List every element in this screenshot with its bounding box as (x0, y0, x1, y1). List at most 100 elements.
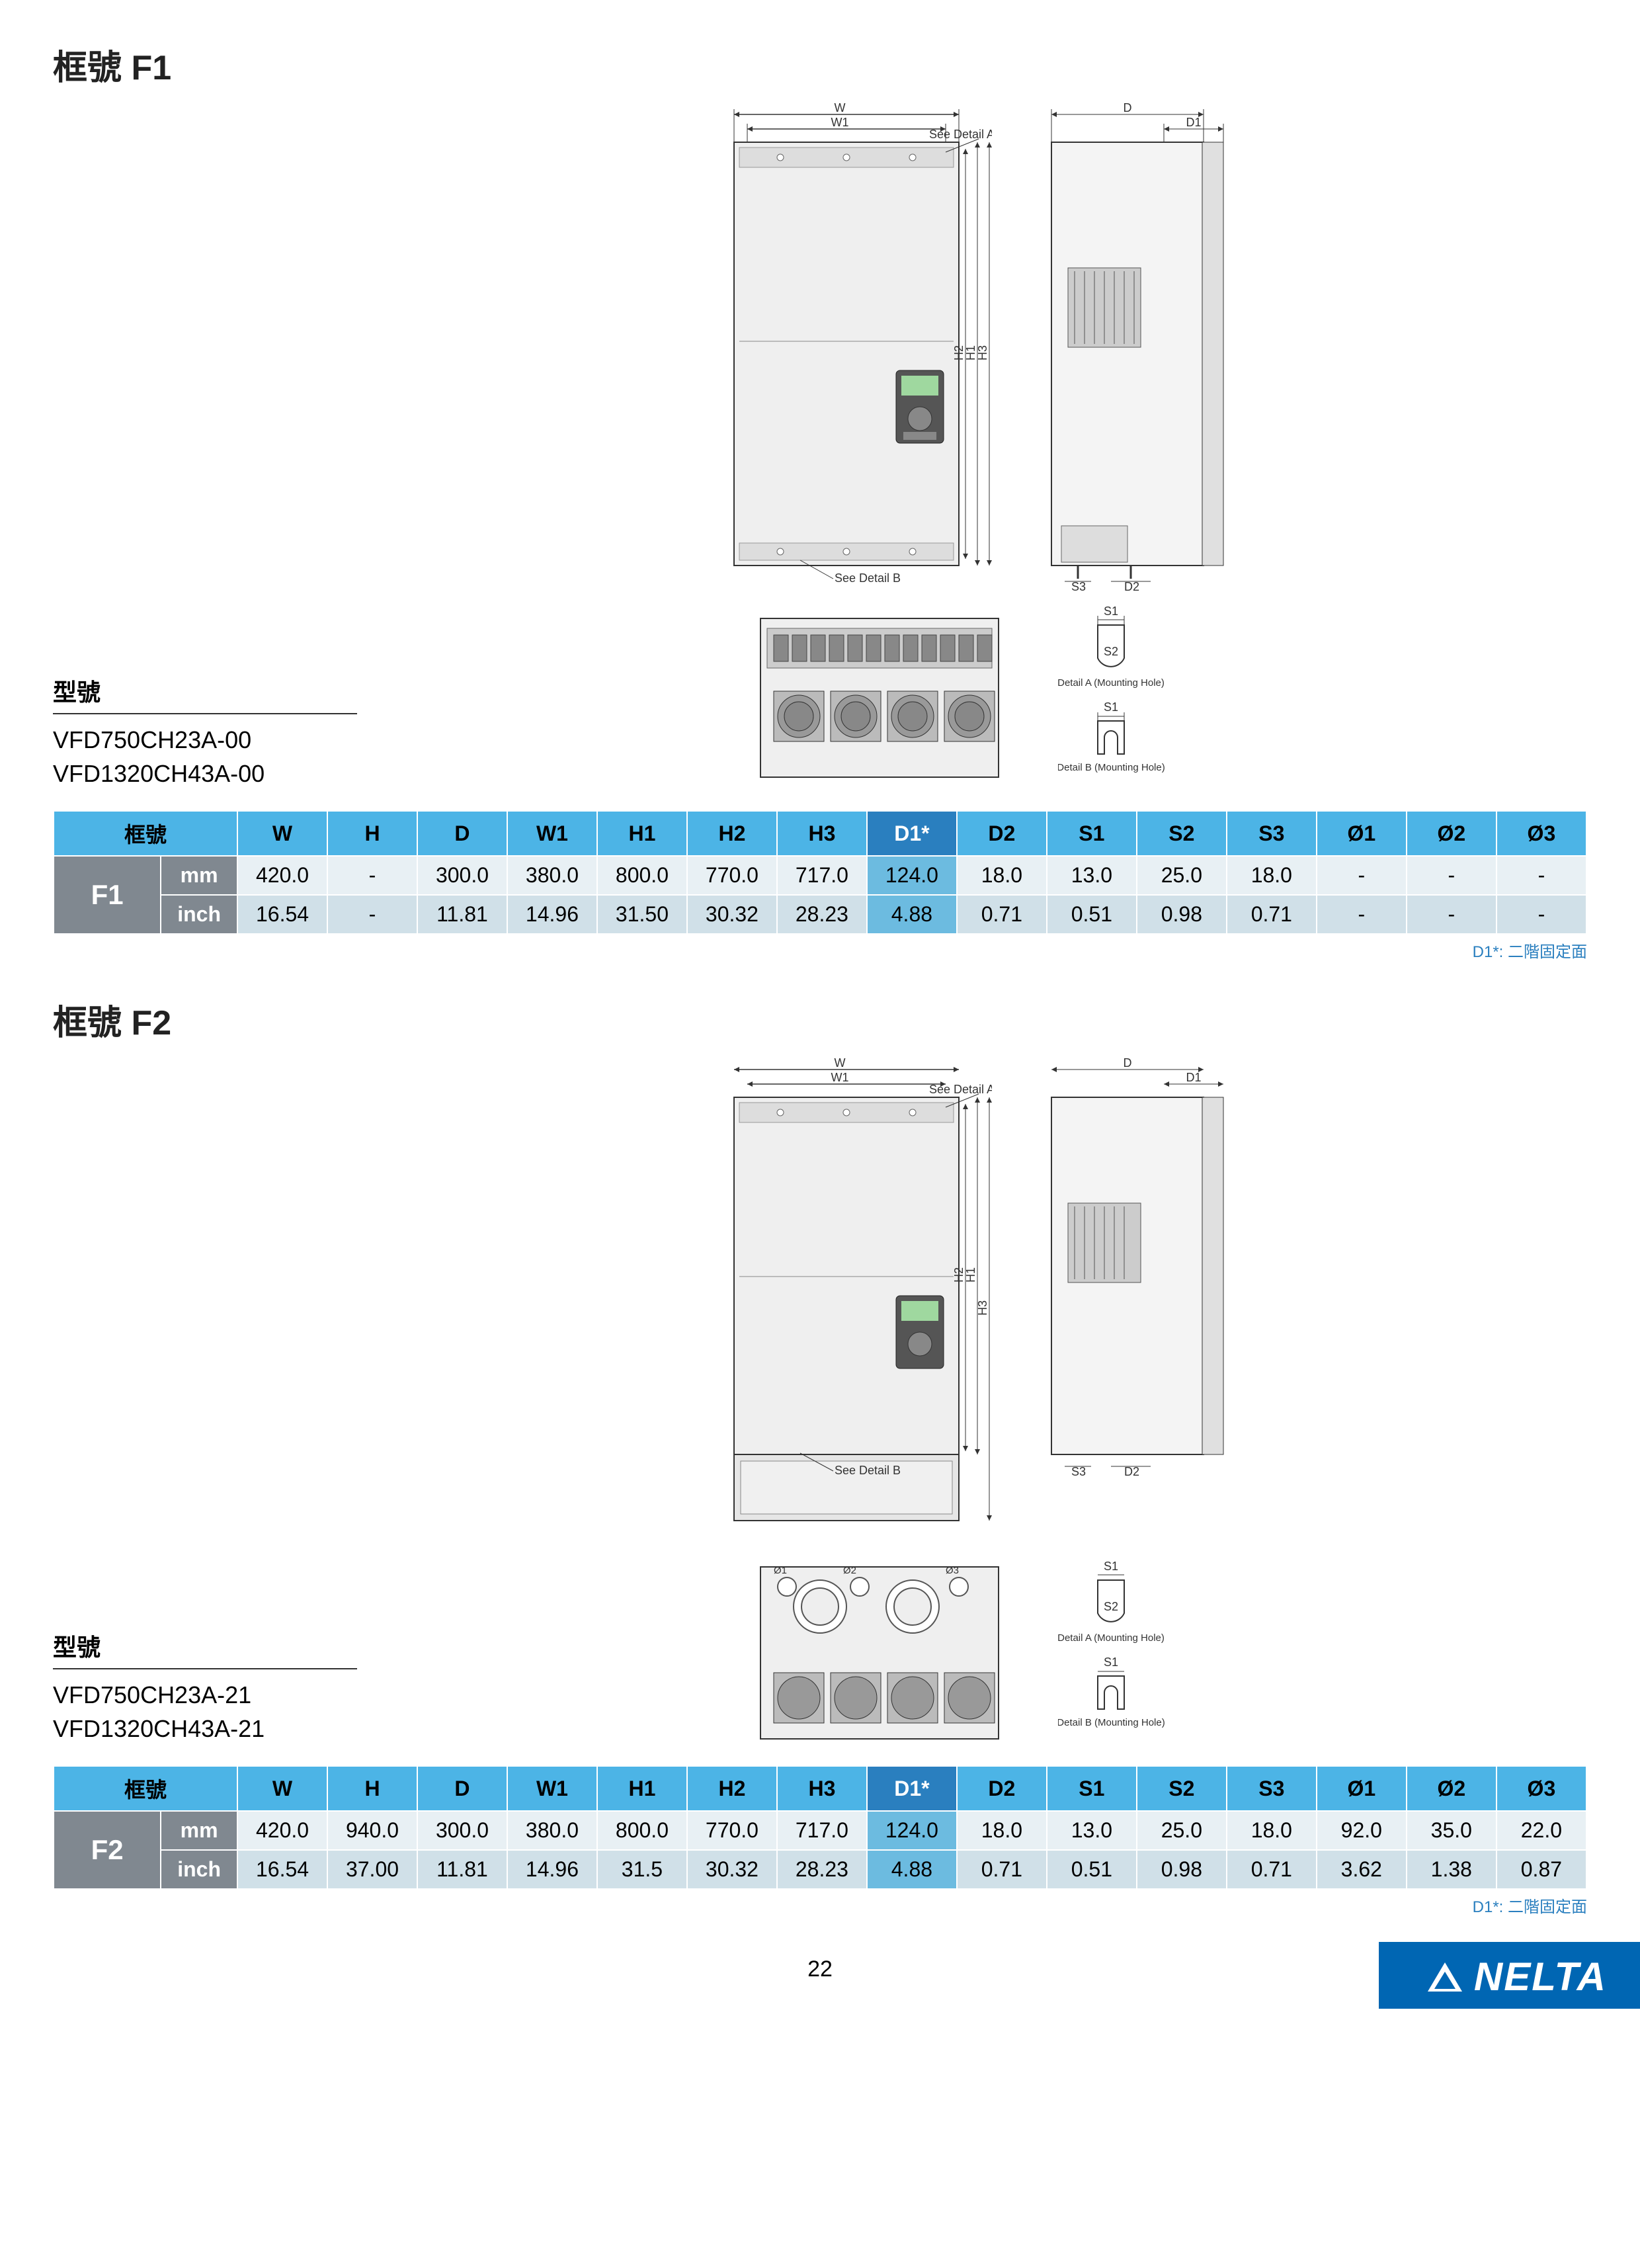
cell: 3.62 (1317, 1850, 1407, 1889)
cell: 92.0 (1317, 1811, 1407, 1850)
detail-a-s1: S1 (1104, 1560, 1118, 1573)
dim-d2: D2 (1124, 580, 1139, 592)
cell: 28.23 (777, 895, 867, 934)
cell: 0.71 (1227, 1850, 1317, 1889)
diagram-row: 型號 VFD750CH23A-00 VFD1320CH43A-00 W W (53, 103, 1587, 790)
frame-label: F1 (54, 856, 161, 934)
th: Ø1 (1317, 1766, 1407, 1811)
footnote-f1: D1*: 二階固定面 (53, 939, 1587, 962)
bottom-diagrams: S1 S2 Detail A (Mounting Hole) S1 Detail… (741, 605, 1230, 790)
model-label: 型號 (53, 673, 357, 714)
dimensions-table-f2: 框號 W H D W1 H1 H2 H3 D1* D2 S1 S2 S3 Ø1 … (53, 1765, 1587, 1890)
title-frame: F2 (131, 1004, 171, 1042)
bottom-view-diagram (741, 605, 1018, 790)
dim-w: W (835, 103, 846, 114)
cell: 717.0 (777, 856, 867, 895)
detail-b-caption: Detail B (Mounting Hole) (1058, 762, 1165, 773)
cell: 35.0 (1407, 1811, 1496, 1850)
cell: 1.38 (1407, 1850, 1496, 1889)
dim-h1: H1 (964, 345, 977, 360)
cell: 380.0 (507, 1811, 597, 1850)
bottom-diagrams: Ø1Ø2Ø3 S1 S2 Detail A (Mounting Hole) (741, 1560, 1230, 1745)
model-2: VFD1320CH43A-00 (53, 757, 357, 790)
dim-d: D (1124, 103, 1132, 114)
front-view-diagram: W W1 See Detail A (701, 1058, 992, 1540)
table-row-mm: F1 mm 420.0 - 300.0 380.0 800.0 770.0 71… (54, 856, 1586, 895)
table-row-inch: inch 16.54 37.00 11.81 14.96 31.5 30.32 … (54, 1850, 1586, 1889)
detail-b-caption: Detail B (Mounting Hole) (1058, 1717, 1165, 1728)
cell: 770.0 (687, 1811, 777, 1850)
dim-d2: D2 (1124, 1465, 1139, 1478)
table-row-mm: F2 mm 420.0 940.0 300.0 380.0 800.0 770.… (54, 1811, 1586, 1850)
unit: inch (161, 1850, 237, 1889)
th: W1 (507, 1766, 597, 1811)
detail-b-s1: S1 (1104, 1656, 1118, 1669)
dim-s3: S3 (1071, 1465, 1086, 1478)
detail-a-caption: Detail A (Mounting Hole) (1058, 677, 1165, 689)
th: H (327, 1766, 417, 1811)
detail-a-s2: S2 (1104, 1600, 1118, 1613)
cell: 11.81 (417, 1850, 507, 1889)
brand-text: NELTA (1474, 1954, 1607, 1999)
cell: 18.0 (957, 1811, 1047, 1850)
cell: 0.98 (1137, 1850, 1227, 1889)
unit: mm (161, 1811, 237, 1850)
cell: 0.71 (957, 895, 1047, 934)
cell: 28.23 (777, 1850, 867, 1889)
th: D2 (957, 1766, 1047, 1811)
dim-h3: H3 (976, 345, 989, 360)
dim-w: W (835, 1058, 846, 1070)
cell: 300.0 (417, 856, 507, 895)
svg-text:Ø3: Ø3 (946, 1565, 959, 1576)
footnote-f2: D1*: 二階固定面 (53, 1894, 1587, 1917)
cell: 22.0 (1496, 1811, 1586, 1850)
page-number: 22 (53, 1956, 1587, 1982)
th: S3 (1227, 1766, 1317, 1811)
th-frame: 框號 (54, 811, 237, 856)
cell: 0.71 (957, 1850, 1047, 1889)
cell: - (1407, 895, 1496, 934)
th: S2 (1137, 811, 1227, 856)
cell: 25.0 (1137, 856, 1227, 895)
cell: 13.0 (1047, 1811, 1137, 1850)
diagram-container: W W1 See Detail A (384, 1058, 1587, 1745)
cell: 940.0 (327, 1811, 417, 1850)
th: H2 (687, 1766, 777, 1811)
th: S3 (1227, 811, 1317, 856)
dim-h3: H3 (976, 1300, 989, 1316)
dim-w1: W1 (831, 1071, 849, 1084)
cell: 37.00 (327, 1850, 417, 1889)
model-block: 型號 VFD750CH23A-00 VFD1320CH43A-00 (53, 673, 357, 790)
th: Ø1 (1317, 811, 1407, 856)
mounting-details: S1 S2 Detail A (Mounting Hole) S1 Detail… (1058, 605, 1230, 790)
th: Ø3 (1496, 811, 1586, 856)
dim-s3: S3 (1071, 580, 1086, 592)
th: Ø3 (1496, 1766, 1586, 1811)
cell: 18.0 (1227, 1811, 1317, 1850)
see-detail-a: See Detail A (929, 128, 992, 141)
dim-d1: D1 (1186, 1071, 1201, 1084)
detail-a-caption: Detail A (Mounting Hole) (1058, 1632, 1165, 1644)
th: H3 (777, 811, 867, 856)
cell: 30.32 (687, 1850, 777, 1889)
section-title: 框號 F2 (53, 995, 1587, 1044)
cell: 300.0 (417, 1811, 507, 1850)
side-view-diagram: D D1 (1032, 103, 1270, 592)
model-2: VFD1320CH43A-21 (53, 1712, 357, 1745)
delta-triangle-icon (1425, 1960, 1465, 1994)
cell-d1: 124.0 (867, 1811, 957, 1850)
cell: 18.0 (957, 856, 1047, 895)
th: D2 (957, 811, 1047, 856)
diagram-container: W W1 (384, 103, 1587, 790)
th: Ø2 (1407, 1766, 1496, 1811)
cell: 420.0 (237, 1811, 327, 1850)
title-prefix: 框號 (53, 1004, 131, 1042)
dim-d1: D1 (1186, 116, 1201, 129)
cell: - (327, 895, 417, 934)
title-prefix: 框號 (53, 49, 131, 87)
cell-d1: 4.88 (867, 895, 957, 934)
mounting-details: S1 S2 Detail A (Mounting Hole) S1 Detail… (1058, 1560, 1230, 1745)
model-block: 型號 VFD750CH23A-21 VFD1320CH43A-21 (53, 1628, 357, 1745)
dim-h1: H1 (964, 1267, 977, 1282)
cell: 420.0 (237, 856, 327, 895)
